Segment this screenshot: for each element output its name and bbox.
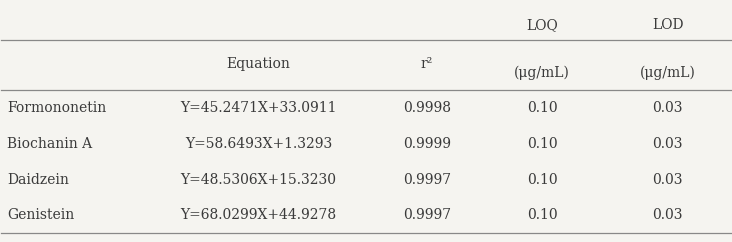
Text: Y=68.0299X+44.9278: Y=68.0299X+44.9278 bbox=[181, 209, 337, 222]
Text: 0.9997: 0.9997 bbox=[403, 173, 451, 187]
Text: r²: r² bbox=[421, 57, 433, 71]
Text: LOQ: LOQ bbox=[526, 18, 558, 32]
Text: 0.9997: 0.9997 bbox=[403, 209, 451, 222]
Text: 0.03: 0.03 bbox=[652, 173, 683, 187]
Text: 0.10: 0.10 bbox=[527, 101, 558, 115]
Text: 0.03: 0.03 bbox=[652, 209, 683, 222]
Text: 0.10: 0.10 bbox=[527, 209, 558, 222]
Text: 0.03: 0.03 bbox=[652, 137, 683, 151]
Text: Genistein: Genistein bbox=[7, 209, 75, 222]
Text: LOD: LOD bbox=[652, 18, 684, 32]
Text: 0.9998: 0.9998 bbox=[403, 101, 451, 115]
Text: (μg/mL): (μg/mL) bbox=[515, 66, 570, 80]
Text: 0.10: 0.10 bbox=[527, 137, 558, 151]
Text: (μg/mL): (μg/mL) bbox=[640, 66, 695, 80]
Text: Formononetin: Formononetin bbox=[7, 101, 106, 115]
Text: 0.10: 0.10 bbox=[527, 173, 558, 187]
Text: Y=45.2471X+33.0911: Y=45.2471X+33.0911 bbox=[180, 101, 337, 115]
Text: 0.9999: 0.9999 bbox=[403, 137, 451, 151]
Text: 0.03: 0.03 bbox=[652, 101, 683, 115]
Text: Biochanin A: Biochanin A bbox=[7, 137, 92, 151]
Text: Daidzein: Daidzein bbox=[7, 173, 69, 187]
Text: Y=48.5306X+15.3230: Y=48.5306X+15.3230 bbox=[181, 173, 337, 187]
Text: Y=58.6493X+1.3293: Y=58.6493X+1.3293 bbox=[185, 137, 332, 151]
Text: Equation: Equation bbox=[227, 57, 291, 71]
